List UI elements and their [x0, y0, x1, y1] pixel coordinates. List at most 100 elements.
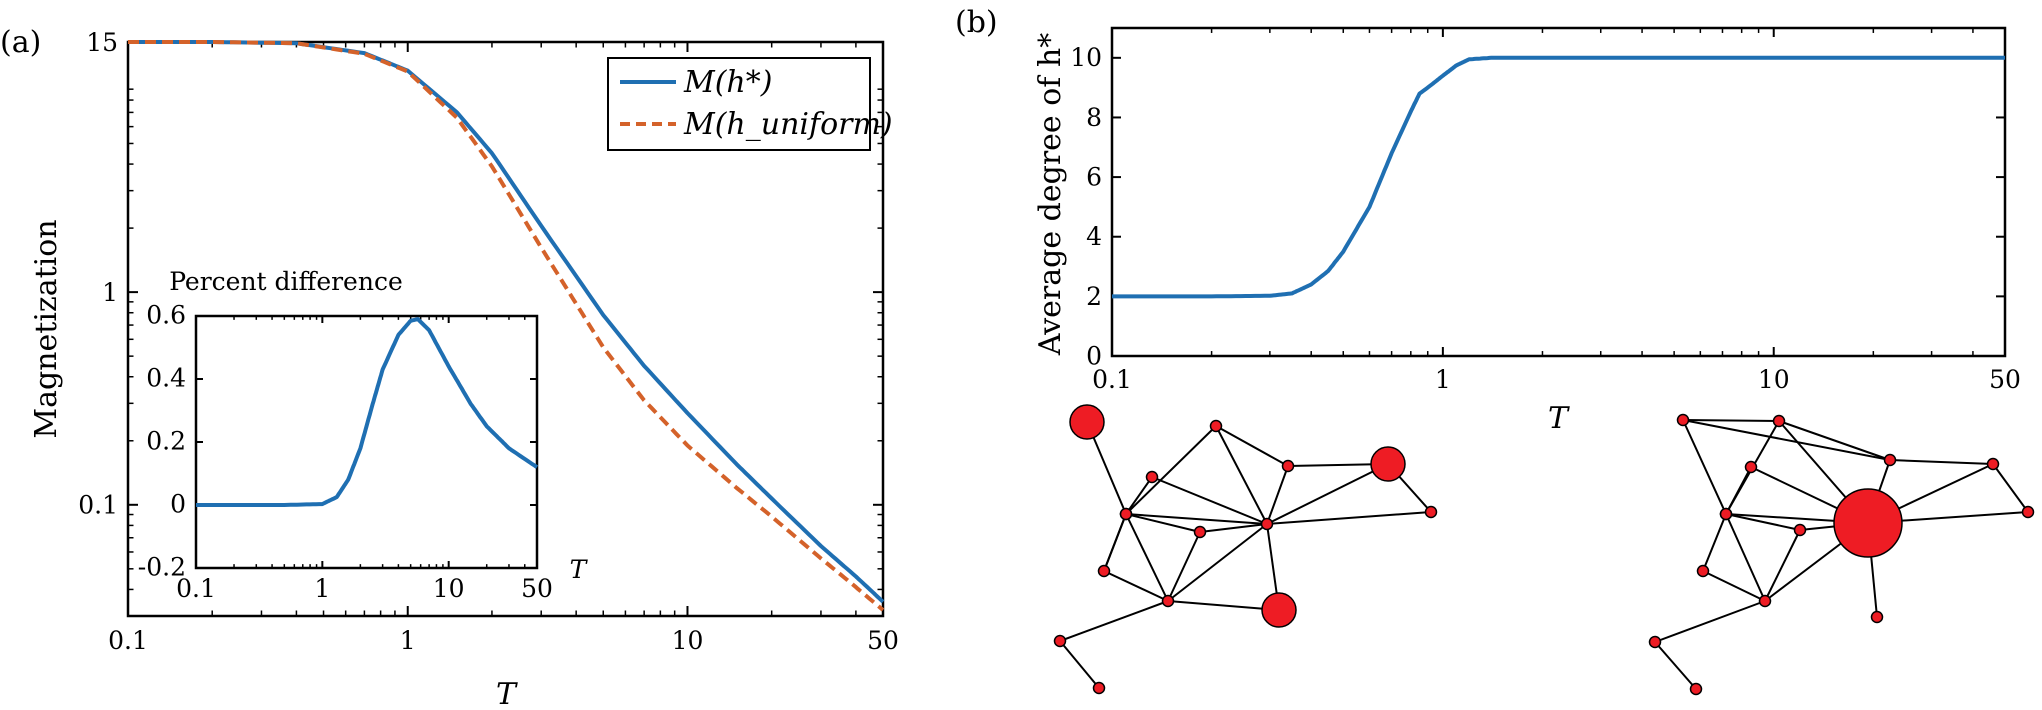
network-edge	[1215, 425, 1268, 525]
legend-label-m-hstar: M(h*)	[683, 65, 772, 100]
panel-b-y-axis-label: Average degree of h*	[1033, 33, 1068, 356]
network-edge	[1266, 465, 1289, 525]
x-tick-label: 0.1	[176, 574, 216, 603]
x-tick-label: 10	[1758, 365, 1790, 394]
network-edge	[1167, 600, 1280, 611]
network-node	[1772, 414, 1786, 428]
network-node	[1119, 507, 1133, 521]
y-tick-label: 15	[86, 28, 118, 57]
network-edge	[1215, 425, 1289, 467]
inset-ticks: 0.1 1 10 50 -0.2 0 0.2 0.4 0.6	[138, 300, 553, 603]
network-edge	[1125, 513, 1169, 602]
y-tick-label: 0.6	[146, 300, 186, 329]
network-edge	[1125, 513, 1268, 525]
panel-a-main-chart: 0.1 1 1 0 50 0.1 1 15 T Magnetization M(h*) M(h…	[29, 28, 899, 710]
y-tick-label: -0.2	[138, 552, 186, 581]
network-node	[1053, 634, 1067, 648]
network-node	[1281, 459, 1295, 473]
network-edge	[1266, 463, 1389, 525]
network-edge	[1654, 641, 1697, 690]
panel-b-series	[1112, 55, 2005, 299]
network-node	[1260, 517, 1274, 531]
panel-a-ticks: 0.1 1 1 0 50 0.1 1 15	[78, 28, 899, 655]
network-left	[1053, 404, 1438, 695]
network-node	[1424, 505, 1438, 519]
x-tick-label: 50	[521, 574, 553, 603]
x-tick-label: 1	[1435, 365, 1451, 394]
network-node	[1676, 413, 1690, 427]
x-tick-label: 0.1	[108, 626, 148, 655]
network-node	[2021, 505, 2035, 519]
y-tick-label: 1	[102, 278, 118, 307]
network-edge	[1889, 459, 1994, 465]
y-tick-label: 0.2	[146, 426, 186, 455]
legend-label-m-huniform: M(h_uniform)	[683, 107, 893, 142]
network-edge	[1702, 513, 1727, 572]
network-edge	[1992, 463, 2029, 513]
panel-a-inset-chart: 0.1 1 10 50 -0.2 0 0.2 0.4 0.6 Percent differenc…	[138, 267, 589, 603]
network-edge	[1682, 419, 1780, 422]
network-node	[1069, 404, 1105, 440]
x-tick-label: 50	[1989, 365, 2021, 394]
network-edge	[1199, 523, 1268, 533]
network-edge	[1654, 600, 1766, 643]
panel-a-label: (a)	[0, 25, 41, 60]
y-tick-label: 0	[170, 489, 186, 518]
panel-a-legend: M(h*) M(h_uniform)	[607, 57, 893, 151]
network-node	[1986, 457, 2000, 471]
panel-a-x-axis-label: T	[496, 677, 518, 710]
inset-title: Percent difference	[169, 267, 403, 296]
network-right	[1648, 413, 2035, 696]
series-line-average-degree	[1112, 55, 2005, 299]
x-tick-label: 1	[314, 574, 330, 603]
network-node	[1648, 635, 1662, 649]
x-tick-label: 50	[867, 626, 899, 655]
x-tick-label: 1	[400, 626, 416, 655]
network-node	[1161, 594, 1175, 608]
panel-b-ticks: 0.1 1 10 50 0 2 4 6 8 10	[1070, 28, 2021, 394]
network-node	[1744, 460, 1758, 474]
series-line-percent-difference	[196, 317, 539, 507]
panel-a-plot-frame	[126, 40, 885, 618]
panel-b-label: (b)	[955, 5, 998, 40]
inset-x-axis-label: T	[570, 555, 589, 584]
inset-series	[196, 317, 539, 507]
network-edge	[1151, 476, 1268, 525]
panel-a-y-axis-label: Magnetization	[29, 219, 64, 438]
y-tick-label: 2	[1086, 282, 1102, 311]
network-node	[1370, 446, 1406, 482]
panel-b-plot-frame	[1110, 26, 2007, 358]
network-node	[1209, 419, 1223, 433]
y-tick-label: 0	[1086, 341, 1102, 370]
network-node	[1092, 681, 1106, 695]
legend-box	[607, 57, 871, 151]
network-edge	[1778, 420, 1891, 461]
network-node	[1870, 610, 1884, 624]
network-node	[1719, 507, 1733, 521]
network-edge	[1682, 419, 1727, 515]
panel-b-main-chart: 0.1 1 10 50 0 2 4 6 8 10 T Average degree of h*	[1033, 26, 2021, 436]
inset-background	[196, 316, 537, 568]
network-node	[1758, 594, 1772, 608]
series-line-m-h-uniform-	[128, 40, 885, 612]
network-edge	[1725, 513, 1766, 602]
y-tick-label: 0.4	[146, 363, 186, 392]
y-tick-label: 4	[1086, 222, 1102, 251]
network-node	[1793, 523, 1807, 537]
network-node	[1833, 488, 1903, 558]
network-edge	[1702, 570, 1766, 602]
network-edge	[1103, 513, 1127, 572]
y-tick-label: 0.1	[78, 491, 118, 520]
network-edge	[1125, 476, 1153, 515]
network-edge	[1266, 511, 1432, 525]
series-line-m-h-	[128, 40, 885, 604]
network-edge	[1125, 513, 1201, 533]
network-edge	[1125, 425, 1217, 515]
network-node	[1689, 682, 1703, 696]
y-tick-label: 10	[1070, 43, 1102, 72]
y-tick-label: 8	[1086, 103, 1102, 132]
panel-b-x-axis-label: T	[1548, 401, 1570, 436]
network-edge	[1059, 640, 1100, 689]
network-node	[1193, 525, 1207, 539]
